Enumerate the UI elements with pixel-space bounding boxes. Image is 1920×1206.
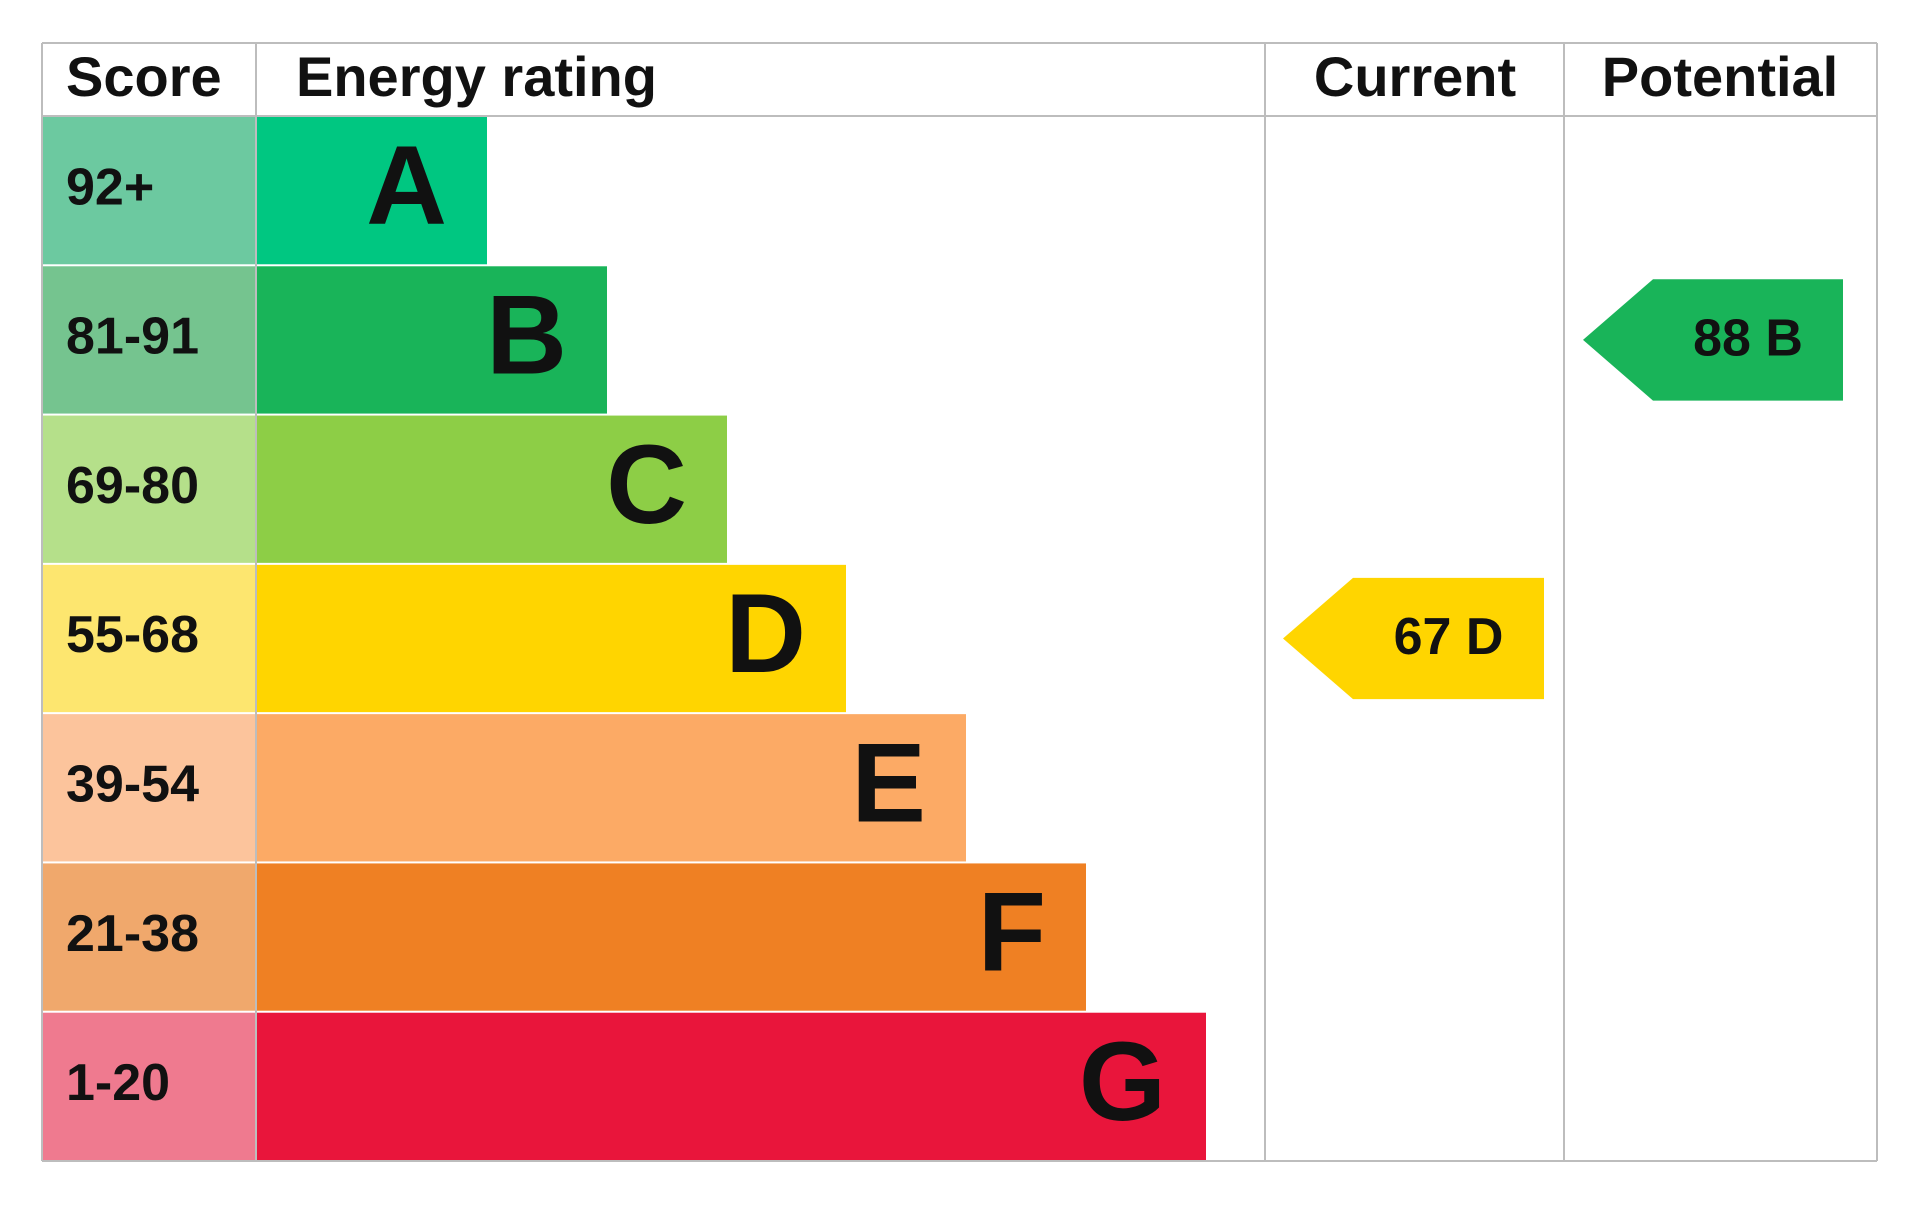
score-label: 55-68 — [66, 606, 199, 664]
rating-bar — [256, 564, 846, 713]
score-cell — [42, 714, 256, 862]
score-cell — [42, 415, 256, 563]
score-label: 92+ — [66, 158, 154, 216]
rating-bar — [256, 863, 1086, 1011]
current-arrow — [1283, 577, 1544, 700]
score-label: 81-91 — [66, 308, 199, 366]
rating-letter: G — [1079, 1019, 1166, 1144]
rating-bar — [256, 266, 607, 414]
score-label: 69-80 — [66, 457, 199, 515]
rating-letter: D — [725, 571, 806, 696]
score-cell — [42, 117, 256, 265]
rating-bar — [256, 415, 727, 563]
score-cell — [42, 1012, 256, 1160]
column-header: Energy rating — [296, 45, 657, 108]
rating-letter: A — [366, 123, 447, 248]
score-cell — [42, 863, 256, 1011]
rating-letter: E — [851, 720, 926, 845]
rating-letter: C — [606, 422, 687, 547]
score-cell — [42, 564, 256, 713]
column-header: Potential — [1602, 45, 1838, 108]
rating-bar — [256, 117, 487, 265]
current-label: 67 D — [1394, 608, 1504, 666]
column-header: Current — [1314, 45, 1516, 108]
rating-bar — [256, 1012, 1206, 1160]
potential-label: 88 B — [1693, 310, 1803, 368]
score-label: 1-20 — [66, 1054, 170, 1112]
score-cell — [42, 266, 256, 414]
score-label: 39-54 — [66, 756, 199, 814]
column-header: Score — [66, 45, 222, 108]
score-label: 21-38 — [66, 905, 199, 963]
rating-letter: B — [486, 273, 567, 398]
potential-arrow — [1583, 279, 1843, 401]
rating-letter: F — [978, 870, 1046, 995]
rating-bar — [256, 714, 966, 862]
